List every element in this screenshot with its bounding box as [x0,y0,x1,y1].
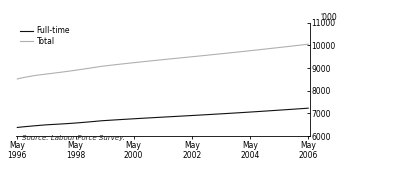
Text: Source: Labour Force Survey.: Source: Labour Force Survey. [22,135,125,141]
Legend: Full-time, Total: Full-time, Total [20,26,70,46]
Text: '000: '000 [320,12,337,22]
